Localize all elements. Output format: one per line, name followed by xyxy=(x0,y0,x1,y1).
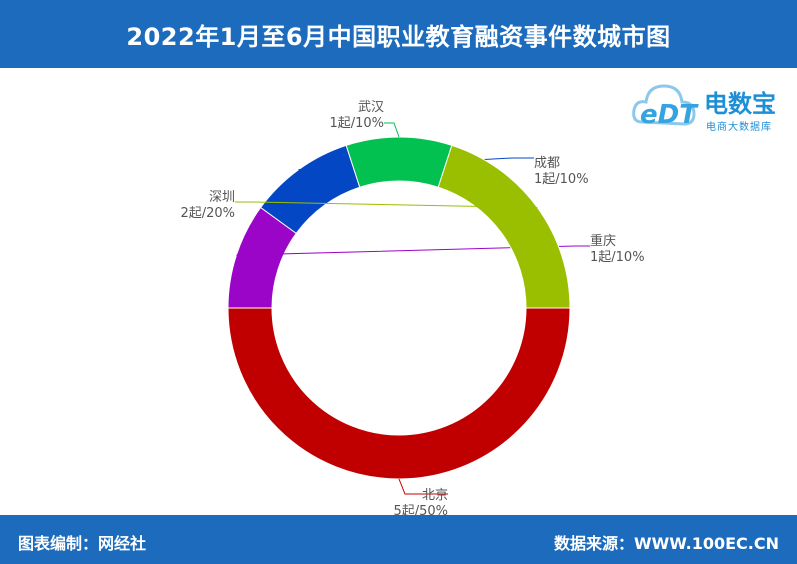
logo-subtitle: 电商大数据库 xyxy=(706,122,772,133)
donut-slice-3 xyxy=(345,136,453,188)
chart-footer: 图表编制：网经社 数据来源：WWW.100EC.CN xyxy=(0,515,797,564)
chart-title: 2022年1月至6月中国职业教育融资事件数城市图 xyxy=(126,22,671,51)
leader-line-1 xyxy=(236,245,590,256)
slice-value-label: 5起/50% xyxy=(393,504,448,515)
leader-line-4 xyxy=(235,201,538,208)
slice-value-label: 1起/10% xyxy=(534,172,589,187)
slice-category-label: 武汉 xyxy=(358,100,384,115)
leader-line-0 xyxy=(398,478,448,495)
slice-category-label: 重庆 xyxy=(590,233,616,249)
slice-value-label: 2起/20% xyxy=(180,206,235,221)
logo-name: 电数宝 xyxy=(704,90,776,118)
slice-value-label: 1起/10% xyxy=(329,116,384,131)
edt-logo: eDT 电数宝 电商大数据库 xyxy=(630,72,790,138)
slice-category-label: 成都 xyxy=(534,156,560,171)
chart-header: 2022年1月至6月中国职业教育融资事件数城市图 xyxy=(0,0,797,68)
footer-credit: 图表编制：网经社 xyxy=(18,534,147,553)
donut-slice-0 xyxy=(227,307,571,480)
logo-mark: eDT xyxy=(640,100,697,130)
footer-source: 数据来源：WWW.100EC.CN xyxy=(553,534,779,553)
slice-value-label: 1起/10% xyxy=(590,250,645,265)
chart-area: 北京 5起/50% 重庆 1起/10% 成都 1起/10% 武汉 1起/10% 深圳 2起/20% xyxy=(0,68,797,519)
slice-category-label: 北京 xyxy=(422,488,448,503)
donut-slice-4 xyxy=(437,144,571,309)
cloud-icon xyxy=(632,84,696,126)
slice-category-label: 深圳 xyxy=(209,190,235,205)
leader-line-3 xyxy=(384,122,400,138)
